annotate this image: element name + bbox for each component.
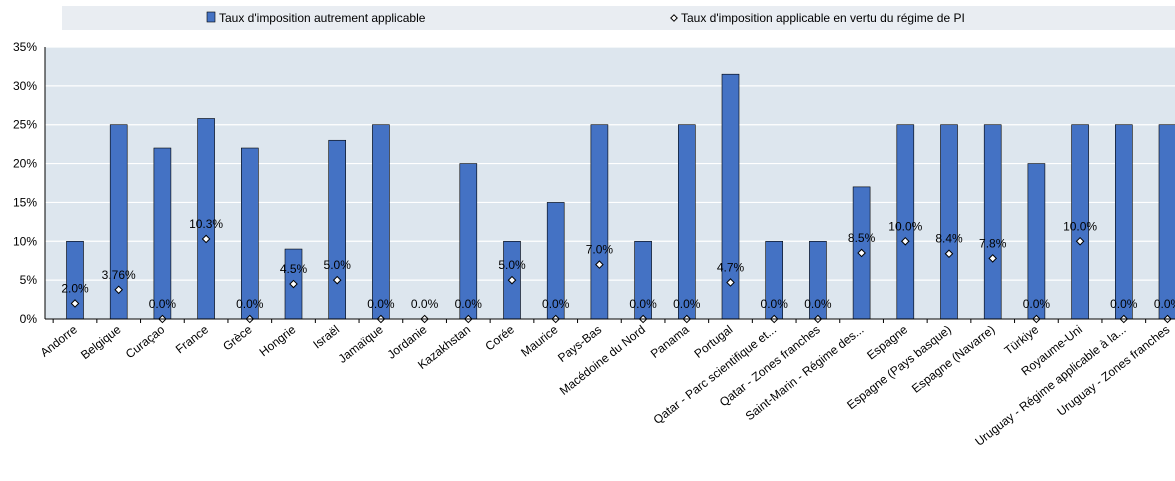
ip-rate-marker: [70, 299, 80, 308]
x-tick-label: Corée: [482, 322, 517, 353]
legend-label-diamond: Taux d'imposition applicable en vertu du…: [681, 11, 965, 25]
x-tick-label: Israël: [310, 322, 342, 351]
data-label: 0.0%: [542, 297, 570, 311]
bar: [328, 139, 347, 320]
y-tick-label: 20%: [13, 157, 37, 171]
data-label: 10.0%: [888, 219, 922, 233]
x-tick-label: Panama: [648, 322, 692, 361]
x-tick-label: Türkiye: [1002, 322, 1042, 357]
bar: [153, 147, 172, 320]
data-label: 0.0%: [455, 297, 483, 311]
data-label: 0.0%: [761, 297, 789, 311]
data-label: 0.0%: [629, 297, 657, 311]
x-tick-label: Grèce: [220, 322, 255, 353]
data-labels: 2.0% 3.76% 0.0% 10.3% 0.0% 4.5% 5.0% 0.0% 0.0% 0.…: [61, 217, 1175, 311]
ip-rate-marker: [988, 254, 998, 263]
x-tick-label: Andorre: [38, 322, 81, 360]
data-label: 0.0%: [673, 297, 701, 311]
bar: [983, 124, 1002, 320]
data-label: 2.0%: [61, 281, 89, 295]
y-tick-label: 15%: [13, 195, 37, 209]
ip-rate-marker: [201, 234, 211, 244]
bar: [459, 163, 478, 320]
ip-rate-marker: [114, 285, 124, 295]
data-label: 7.0%: [586, 243, 614, 257]
y-tick-label: 0%: [20, 312, 38, 326]
data-label: 0.0%: [367, 297, 395, 311]
data-label: 0.0%: [149, 297, 177, 311]
data-label: 0.0%: [1023, 297, 1051, 311]
data-label: 8.5%: [848, 231, 876, 245]
x-tick-label: Jamaïque: [336, 322, 386, 366]
x-tick-label: Belgique: [78, 322, 124, 362]
x-tick-label: France: [173, 322, 211, 356]
y-tick-label: 30%: [13, 79, 37, 93]
data-label: 5.0%: [324, 258, 352, 272]
bar: [677, 124, 696, 320]
legend-swatch-diamond: [670, 14, 678, 22]
bar: [1158, 124, 1175, 320]
data-label: 4.7%: [717, 260, 745, 274]
ip-rate-marker: [507, 275, 517, 285]
data-label: 3.76%: [102, 268, 136, 282]
ip-rate-marker: [857, 248, 866, 258]
data-label: 0.0%: [236, 297, 264, 311]
y-tick-label: 5%: [20, 273, 38, 287]
legend-label-bar: Taux d'imposition autrement applicable: [219, 11, 426, 25]
ip-rate-marker: [332, 275, 342, 285]
data-label: 4.5%: [280, 262, 308, 276]
data-label: 7.8%: [979, 236, 1007, 250]
bars: [66, 73, 1175, 320]
y-tick-label: 35%: [13, 40, 37, 54]
data-label: 5.0%: [498, 258, 526, 272]
data-label: 0.0%: [804, 297, 832, 311]
data-label: 0.0%: [411, 297, 439, 311]
ip-rate-marker: [726, 278, 735, 287]
data-label: 0.0%: [1110, 297, 1138, 311]
y-tick-label: 10%: [13, 234, 37, 248]
x-tick-label: Hongrie: [257, 322, 299, 359]
ip-rate-marker: [1075, 236, 1085, 246]
data-label: 10.3%: [189, 217, 223, 231]
ip-rate-marker: [944, 249, 954, 259]
y-axis: 0% 5% 10% 15% 20% 25% 30% 35%: [13, 40, 46, 326]
bar: [241, 147, 259, 320]
y-tick-label: 25%: [13, 118, 37, 132]
bar: [940, 124, 958, 320]
ip-rate-marker: [900, 236, 910, 246]
bar: [372, 124, 390, 320]
ip-rate-marker: [289, 279, 298, 289]
data-label: 8.4%: [935, 232, 963, 246]
x-tick-label: Curaçao: [123, 322, 168, 361]
ip-rate-marker: [595, 260, 604, 269]
bar: [590, 124, 609, 320]
legend: Taux d'imposition autrement applicable T…: [62, 6, 1175, 30]
data-label: 10.0%: [1063, 219, 1097, 233]
bar: [1027, 163, 1046, 320]
bar: [1115, 124, 1133, 320]
data-label: 0.0%: [1154, 297, 1175, 311]
legend-background: [62, 6, 1175, 30]
legend-swatch-bar: [206, 11, 216, 23]
